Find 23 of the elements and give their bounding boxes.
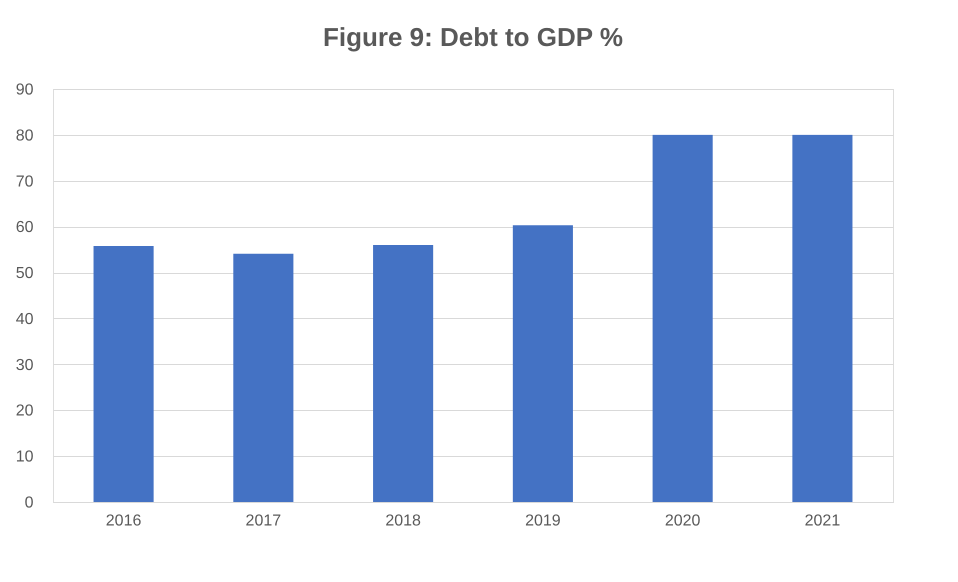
y-tick-label: 30 — [16, 356, 34, 374]
y-tick-label: 80 — [16, 127, 34, 144]
x-tick-label: 2017 — [246, 512, 282, 530]
bar — [233, 254, 294, 502]
bar — [94, 246, 154, 502]
bar — [373, 245, 434, 502]
y-tick-label: 40 — [16, 310, 34, 328]
y-tick-label: 0 — [24, 494, 34, 512]
x-tick-label: 2018 — [385, 512, 422, 530]
y-tick-label: 60 — [16, 219, 34, 236]
y-tick-label: 10 — [16, 448, 34, 466]
y-tick-label: 50 — [16, 265, 34, 282]
x-tick-label: 2020 — [664, 512, 701, 530]
y-tick-label: 20 — [16, 402, 34, 420]
bar — [512, 225, 573, 502]
x-tick-label: 2016 — [106, 512, 142, 530]
y-tick-label: 90 — [16, 82, 34, 98]
bar — [652, 134, 713, 502]
chart-title: Figure 9: Debt to GDP % — [323, 22, 623, 52]
x-tick-label: 2019 — [525, 512, 561, 530]
bar — [792, 134, 852, 502]
y-tick-label: 70 — [16, 173, 34, 190]
x-tick-label: 2021 — [804, 512, 840, 530]
